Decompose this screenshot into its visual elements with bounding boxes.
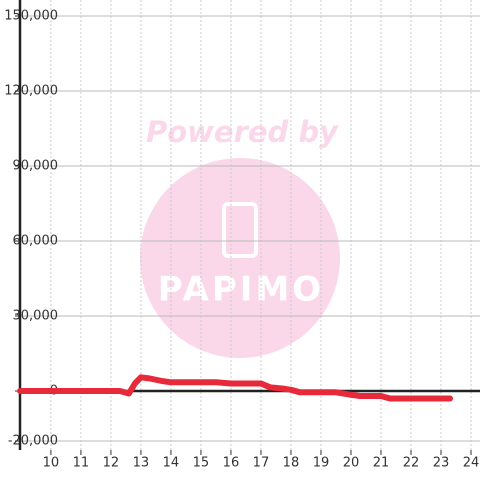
- y-tick-label: 150,000: [4, 9, 58, 24]
- x-tick-label: 15: [193, 456, 210, 471]
- y-tick-label: -20,000: [8, 434, 58, 449]
- x-tick-label: 13: [133, 456, 150, 471]
- x-tick-label: 10: [43, 456, 60, 471]
- x-tick-label: 24: [463, 456, 480, 471]
- y-tick-label: 90,000: [13, 159, 59, 174]
- data-line: [17, 374, 453, 402]
- x-tick-label: 22: [403, 456, 420, 471]
- x-tick-label: 20: [343, 456, 360, 471]
- x-tick-label: 12: [103, 456, 120, 471]
- watermark-phone: [222, 202, 258, 258]
- x-tick-label: 19: [313, 456, 330, 471]
- x-tick-label: 18: [283, 456, 300, 471]
- y-tick-label: 30,000: [13, 309, 59, 324]
- x-tick-label: 23: [433, 456, 450, 471]
- x-tick-label: 16: [223, 456, 240, 471]
- x-tick-label: 17: [253, 456, 270, 471]
- x-tick-label: 14: [163, 456, 180, 471]
- x-tick-label: 21: [373, 456, 390, 471]
- y-tick-label: 60,000: [13, 234, 59, 249]
- y-tick-label: 120,000: [4, 84, 58, 99]
- x-tick-label: 11: [73, 456, 90, 471]
- watermark-logo: PAPIMO: [158, 270, 324, 310]
- watermark-text: Powered by: [146, 115, 339, 149]
